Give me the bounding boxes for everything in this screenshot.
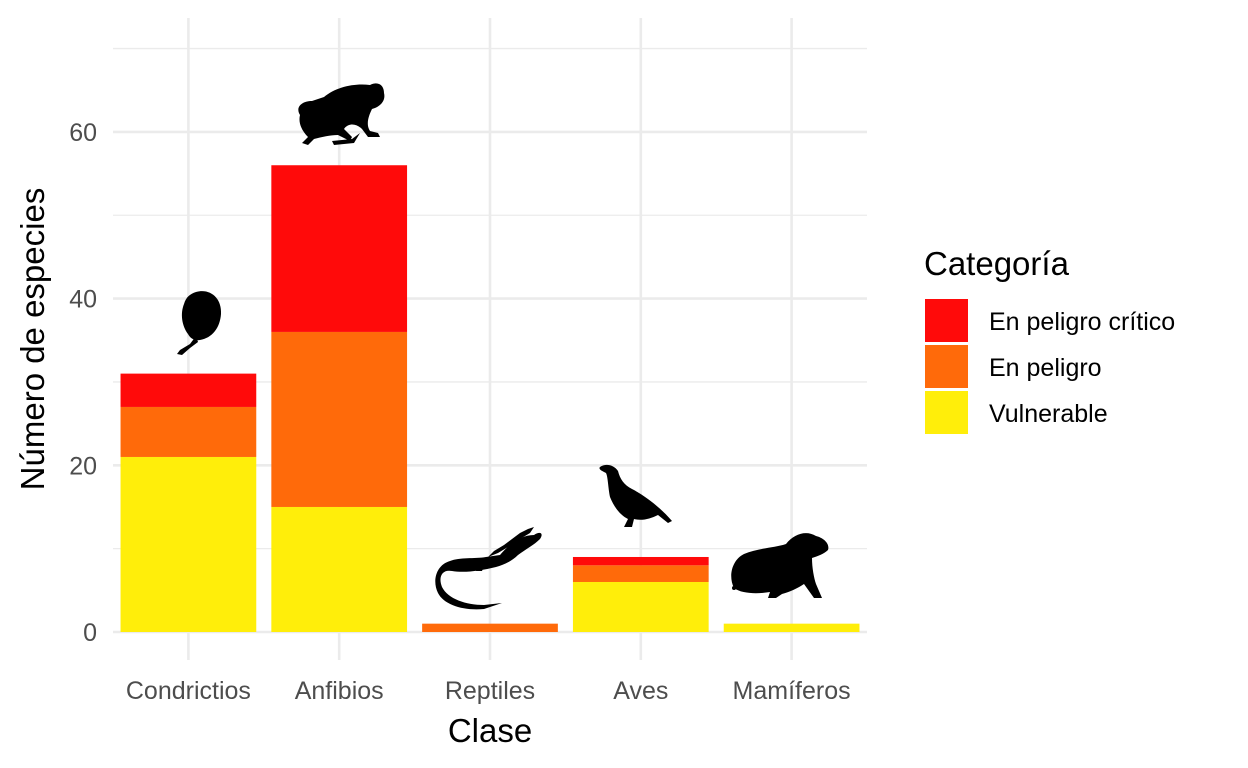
class-icons: [177, 83, 829, 610]
y-tick-label: 20: [69, 452, 97, 480]
legend-swatch: [925, 391, 968, 434]
x-tick-label: Aves: [613, 677, 668, 705]
x-tick-label: Reptiles: [445, 677, 535, 705]
iguana-icon: [435, 527, 542, 610]
legend-title: Categoría: [924, 245, 1070, 282]
bars: [120, 165, 860, 632]
legend-label: En peligro crítico: [989, 308, 1175, 336]
shark-egg-case-icon: [177, 291, 222, 355]
y-tick-label: 60: [69, 119, 97, 147]
x-tick-label: Anfibios: [295, 677, 384, 705]
y-tick-label: 40: [69, 286, 97, 314]
x-axis-title: Clase: [448, 712, 532, 749]
bar-segment: [120, 373, 257, 407]
legend-label: En peligro: [989, 354, 1102, 382]
frog-icon: [298, 83, 385, 145]
bar-segment: [723, 623, 860, 632]
bar-segment: [572, 565, 709, 582]
bar-segment: [271, 506, 408, 632]
x-tick-label: Mamíferos: [733, 677, 851, 705]
y-tick-label: 0: [83, 619, 97, 647]
x-axis-ticks: Condrictios Anfibios Reptiles Aves Mamíferos: [126, 677, 851, 705]
bar-segment: [120, 456, 257, 632]
bar-segment: [271, 331, 408, 507]
bar-segment: [271, 165, 408, 332]
y-axis-title: Número de especies: [14, 188, 51, 491]
legend-label: Vulnerable: [989, 400, 1108, 428]
bar-segment: [120, 406, 257, 457]
legend-swatch: [925, 345, 968, 388]
legend: Categoría En peligro crítico En peligro Vu…: [924, 245, 1175, 434]
bar-segment: [572, 556, 709, 566]
bar-segment: [572, 581, 709, 632]
legend-swatch: [925, 299, 968, 342]
bar-segment: [422, 623, 558, 632]
rodent-icon: [731, 533, 829, 598]
y-axis-ticks: 0 20 40 60: [69, 119, 97, 647]
x-tick-label: Condrictios: [126, 677, 251, 705]
bird-icon: [599, 464, 672, 527]
